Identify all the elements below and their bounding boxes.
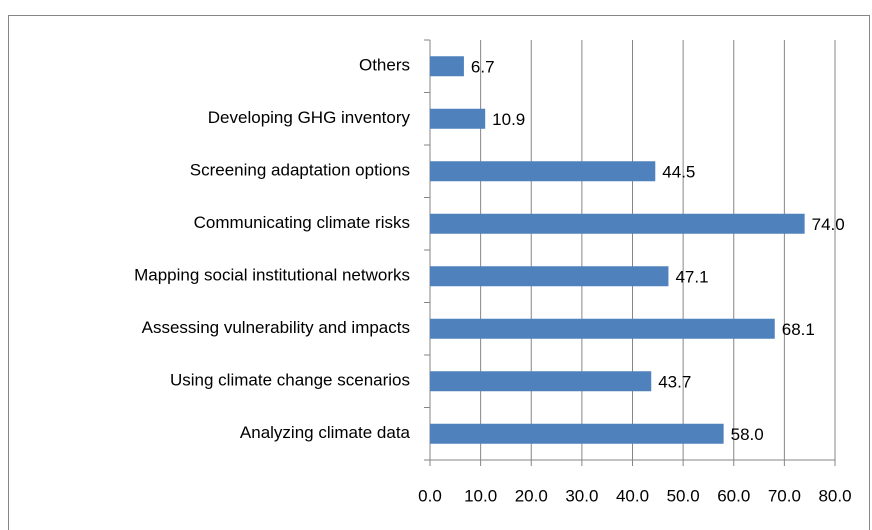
y-tick-label: Communicating climate risks bbox=[194, 213, 410, 232]
y-tick-label: Mapping social institutional networks bbox=[134, 266, 410, 285]
x-tick-label: 10.0 bbox=[464, 486, 497, 505]
bar bbox=[430, 108, 486, 129]
data-label: 68.1 bbox=[782, 320, 815, 339]
bar bbox=[430, 161, 656, 182]
bar bbox=[430, 56, 464, 77]
x-tick-label: 0.0 bbox=[418, 486, 442, 505]
data-label: 43.7 bbox=[658, 373, 691, 392]
y-tick-label: Screening adaptation options bbox=[190, 161, 410, 180]
data-label: 58.0 bbox=[731, 425, 764, 444]
x-tick-label: 40.0 bbox=[616, 486, 649, 505]
bar bbox=[430, 266, 669, 287]
bar bbox=[430, 371, 652, 392]
y-tick-label: Using climate change scenarios bbox=[170, 371, 410, 390]
y-tick-label: Developing GHG inventory bbox=[208, 108, 411, 127]
bar bbox=[430, 318, 775, 339]
y-tick-label: Analyzing climate data bbox=[240, 423, 411, 442]
x-tick-label: 80.0 bbox=[818, 486, 851, 505]
data-label: 74.0 bbox=[812, 215, 845, 234]
y-tick-label: Others bbox=[359, 56, 410, 75]
data-label: 10.9 bbox=[492, 110, 525, 129]
x-tick-label: 50.0 bbox=[667, 486, 700, 505]
data-label: 6.7 bbox=[471, 58, 495, 77]
y-tick-label: Assessing vulnerability and impacts bbox=[142, 318, 410, 337]
data-label: 44.5 bbox=[662, 163, 695, 182]
data-label: 47.1 bbox=[675, 268, 708, 287]
x-tick-label: 20.0 bbox=[515, 486, 548, 505]
x-tick-label: 70.0 bbox=[768, 486, 801, 505]
bar bbox=[430, 213, 805, 234]
x-tick-label: 30.0 bbox=[565, 486, 598, 505]
x-tick-label: 60.0 bbox=[717, 486, 750, 505]
bar bbox=[430, 423, 724, 444]
